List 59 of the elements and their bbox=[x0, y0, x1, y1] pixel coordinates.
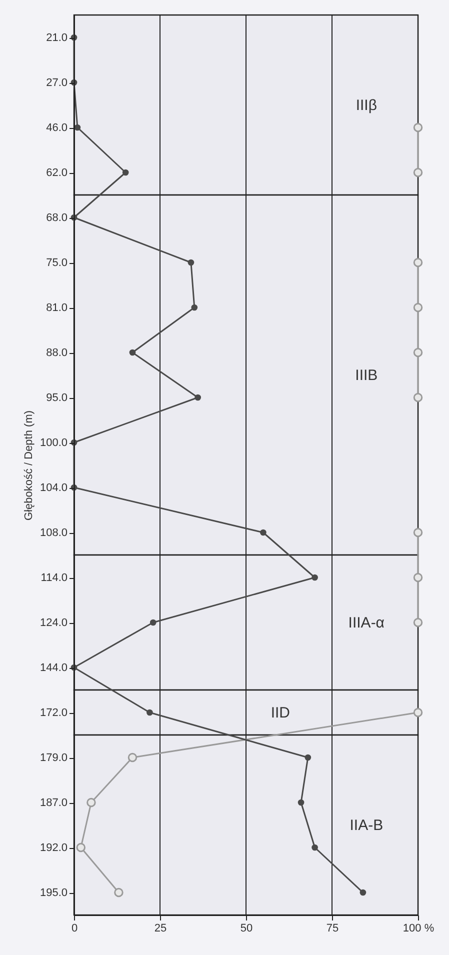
y-tick-label: 187.0 bbox=[40, 797, 68, 809]
band-label: IIIB bbox=[355, 367, 378, 384]
x-tick-label: 25 bbox=[154, 922, 167, 934]
band-label: IIIβ bbox=[356, 97, 378, 114]
point bbox=[129, 349, 136, 356]
point bbox=[312, 844, 318, 851]
point bbox=[413, 168, 423, 178]
y-tick-label: 144.0 bbox=[40, 662, 68, 674]
point bbox=[360, 889, 366, 896]
x-tick-label: 75 bbox=[326, 922, 339, 934]
point bbox=[191, 304, 198, 311]
y-tick-label: 95.0 bbox=[46, 392, 68, 404]
y-tick-label: 27.0 bbox=[46, 77, 68, 89]
point bbox=[260, 529, 266, 536]
point bbox=[122, 169, 129, 176]
y-tick-label: 88.0 bbox=[46, 347, 68, 359]
point bbox=[74, 124, 81, 131]
y-tick-label: 172.0 bbox=[40, 707, 68, 719]
point bbox=[146, 709, 153, 716]
y-tick-label: 104.0 bbox=[40, 482, 68, 494]
point bbox=[413, 348, 423, 358]
point bbox=[128, 752, 138, 762]
point bbox=[86, 798, 96, 808]
y-tick-label: 21.0 bbox=[46, 32, 68, 44]
point bbox=[413, 528, 423, 538]
y-axis-title: Głębokość / Depth (m) bbox=[22, 410, 35, 521]
point bbox=[188, 259, 194, 266]
band-label: IIA-B bbox=[350, 817, 384, 834]
point bbox=[413, 708, 423, 718]
y-tick-label: 179.0 bbox=[40, 752, 68, 764]
point bbox=[413, 258, 423, 268]
point bbox=[114, 888, 124, 898]
y-tick-label: 75.0 bbox=[46, 257, 68, 269]
y-tick-label: 100.0 bbox=[40, 437, 68, 449]
point bbox=[76, 842, 86, 852]
point bbox=[413, 122, 423, 132]
point bbox=[150, 619, 156, 626]
y-tick-label: 62.0 bbox=[46, 167, 68, 179]
point bbox=[413, 302, 423, 312]
x-tick-label: 0 bbox=[71, 922, 78, 934]
x-tick-label: 50 bbox=[240, 922, 253, 934]
point bbox=[413, 392, 423, 402]
x-tick-label: 100 % bbox=[402, 922, 434, 934]
y-tick-label: 68.0 bbox=[46, 212, 68, 224]
band-label: IIIA-α bbox=[348, 614, 385, 632]
y-tick-label: 192.0 bbox=[40, 842, 68, 854]
point bbox=[413, 618, 423, 628]
y-tick-label: 124.0 bbox=[40, 617, 68, 629]
y-tick-label: 195.0 bbox=[40, 887, 68, 899]
y-tick-label: 81.0 bbox=[46, 302, 68, 314]
point bbox=[413, 572, 423, 582]
point bbox=[194, 394, 201, 401]
point bbox=[298, 799, 304, 806]
band-label: IID bbox=[270, 704, 290, 722]
y-tick-label: 46.0 bbox=[46, 122, 68, 134]
y-tick-label: 114.0 bbox=[40, 572, 68, 584]
y-tick-label: 108.0 bbox=[40, 527, 68, 539]
point bbox=[312, 574, 318, 581]
point bbox=[304, 754, 312, 761]
